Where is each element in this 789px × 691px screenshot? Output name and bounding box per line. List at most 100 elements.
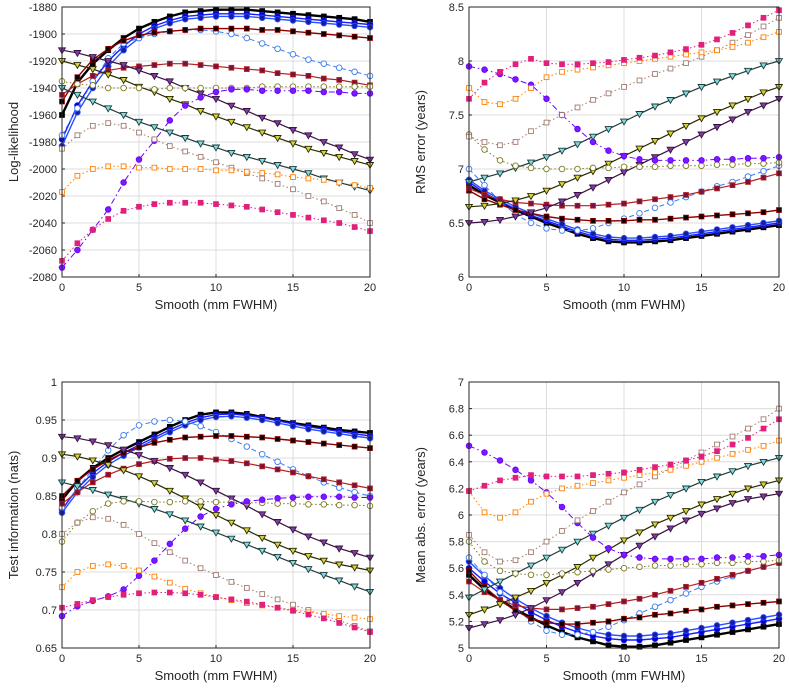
data-point <box>73 483 82 491</box>
x-tick-label: 20 <box>773 653 785 665</box>
data-point <box>635 111 644 119</box>
data-point <box>320 615 327 622</box>
series-tan-sq <box>59 514 373 635</box>
data-point <box>290 469 296 476</box>
data-point <box>135 156 143 163</box>
x-tick-label: 15 <box>287 282 299 294</box>
y-tick-label: 0.85 <box>36 491 57 503</box>
data-point <box>243 25 250 32</box>
data-point <box>151 418 158 425</box>
data-point <box>481 146 488 153</box>
data-point <box>120 122 127 129</box>
data-point <box>182 148 189 155</box>
data-point <box>652 611 658 618</box>
data-point <box>228 412 235 420</box>
data-point <box>305 473 312 480</box>
data-point <box>258 496 266 504</box>
data-point <box>104 500 112 507</box>
data-point <box>74 489 81 496</box>
data-point <box>228 86 235 93</box>
data-point <box>682 627 690 634</box>
data-point <box>574 482 581 489</box>
y-tick-label: 8 <box>458 56 464 68</box>
x-tick-label: 20 <box>364 653 376 665</box>
data-point <box>760 442 767 449</box>
data-point <box>136 590 142 597</box>
data-point <box>228 433 235 439</box>
data-point <box>635 145 644 153</box>
data-point <box>681 517 691 525</box>
data-point <box>228 579 235 585</box>
data-point <box>335 144 344 152</box>
data-point <box>480 606 489 614</box>
data-point <box>574 517 581 524</box>
data-point <box>683 46 689 52</box>
axes-frame <box>61 381 371 649</box>
x-tick-label: 10 <box>210 653 222 665</box>
y-tick-label: -1880 <box>29 2 57 14</box>
data-point <box>512 76 519 83</box>
data-point <box>182 585 189 592</box>
data-point <box>320 217 327 224</box>
data-point <box>197 25 204 32</box>
data-point <box>135 84 143 92</box>
data-point <box>574 165 581 173</box>
data-point <box>543 225 550 232</box>
data-point <box>120 46 127 54</box>
data-point <box>588 133 598 141</box>
data-point <box>512 139 519 145</box>
data-point <box>182 434 189 441</box>
data-point <box>574 216 581 223</box>
data-point <box>760 552 767 560</box>
data-point <box>213 167 219 174</box>
y-tick-label: 6.8 <box>449 404 464 416</box>
data-point <box>683 462 689 469</box>
data-point <box>743 67 753 75</box>
data-point <box>574 61 581 68</box>
data-point <box>288 547 298 555</box>
data-point <box>650 521 660 529</box>
data-point <box>89 466 96 473</box>
data-point <box>682 162 690 170</box>
data-point <box>512 162 519 170</box>
data-point <box>526 209 536 217</box>
y-tick-label: -2060 <box>29 245 57 257</box>
data-point <box>88 66 97 74</box>
data-point <box>120 207 127 214</box>
data-point <box>528 85 534 91</box>
x-axis-label: Smooth (mm FWHM) <box>563 297 686 312</box>
y-tick-label: -2080 <box>29 272 57 284</box>
data-point <box>745 39 751 46</box>
data-point <box>304 566 313 574</box>
data-point <box>743 496 753 504</box>
data-point <box>590 472 596 478</box>
data-point <box>573 174 582 182</box>
data-point <box>134 118 144 127</box>
series-teal-tri <box>464 454 784 602</box>
data-point <box>667 157 674 164</box>
data-point <box>336 620 343 626</box>
data-point <box>120 179 127 186</box>
data-point <box>683 192 689 198</box>
data-point <box>621 84 627 90</box>
y-tick-label: 6.2 <box>449 483 464 495</box>
data-point <box>497 477 503 484</box>
data-point <box>666 97 675 105</box>
data-point <box>320 75 327 82</box>
data-point <box>589 164 597 172</box>
data-point <box>542 554 551 562</box>
data-point <box>604 561 613 569</box>
data-point <box>136 203 142 210</box>
data-point <box>258 511 267 519</box>
data-point <box>759 89 768 97</box>
data-point <box>559 485 565 492</box>
data-point <box>136 129 142 136</box>
data-point <box>698 579 705 586</box>
data-point <box>288 140 298 148</box>
data-point <box>305 611 312 618</box>
data-point <box>74 601 81 607</box>
data-point <box>604 176 613 185</box>
data-point <box>320 501 328 508</box>
y-axis-label: Mean abs. error (years) <box>413 447 428 583</box>
data-point <box>351 33 358 40</box>
